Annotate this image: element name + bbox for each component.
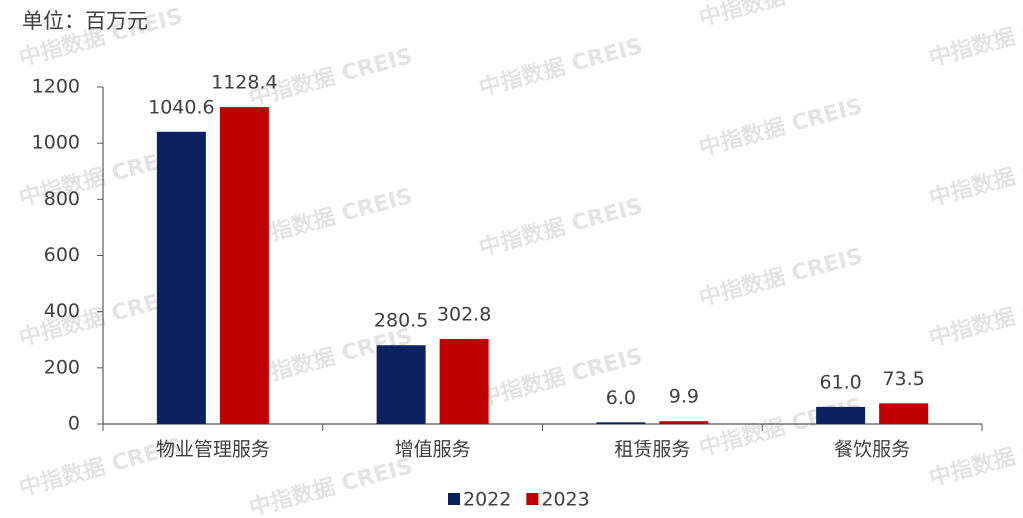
x-tick-label: 物业管理服务: [156, 439, 270, 461]
watermark: 中指数据 CREIS: [476, 33, 645, 102]
x-tick-label: 餐饮服务: [834, 439, 910, 461]
legend-label: 2022: [463, 489, 511, 511]
data-label: 9.9: [669, 386, 699, 408]
watermark: 中指数据 CREIS: [246, 183, 415, 252]
bar: [156, 131, 206, 424]
x-tick-label: 租赁服务: [614, 439, 690, 461]
data-label: 280.5: [374, 310, 428, 332]
y-tick-label: 200: [44, 356, 80, 378]
legend-swatch: [526, 493, 539, 505]
bar: [376, 345, 426, 424]
y-tick-label: 1200: [32, 76, 80, 98]
bar: [439, 338, 489, 424]
watermark: 中指数据 CREIS: [926, 143, 1023, 212]
bar: [659, 421, 709, 424]
data-label: 302.8: [437, 303, 491, 325]
watermark: 中指数据 CREIS: [926, 283, 1023, 352]
data-label: 73.5: [882, 368, 924, 390]
data-label: 1128.4: [211, 72, 277, 94]
watermark: 中指数据 CREIS: [926, 3, 1023, 72]
y-tick-label: 800: [44, 188, 80, 210]
legend-swatch: [448, 493, 460, 505]
data-label: 1040.6: [148, 96, 214, 118]
x-tick-label: 增值服务: [395, 439, 471, 461]
data-label: 61.0: [819, 371, 861, 393]
watermark: 中指数据 CREIS: [926, 423, 1023, 492]
y-tick-label: 1000: [32, 132, 80, 154]
bar: [596, 422, 646, 424]
watermark: 中指数据 CREIS: [696, 0, 865, 32]
watermark: 中指数据 CREIS: [696, 93, 865, 162]
data-label: 6.0: [606, 387, 636, 409]
bar: [879, 403, 929, 424]
chart-title: 单位：百万元: [22, 9, 148, 33]
bar: [816, 406, 866, 424]
bar: [219, 107, 269, 424]
watermark: 中指数据 CREIS: [476, 193, 645, 262]
y-tick-label: 600: [44, 244, 80, 266]
y-tick-label: 0: [68, 413, 80, 435]
y-tick-label: 400: [44, 300, 80, 322]
watermark: 中指数据 CREIS: [696, 243, 865, 312]
legend-label: 2023: [541, 489, 589, 511]
watermark: 中指数据 CREIS: [246, 453, 415, 518]
